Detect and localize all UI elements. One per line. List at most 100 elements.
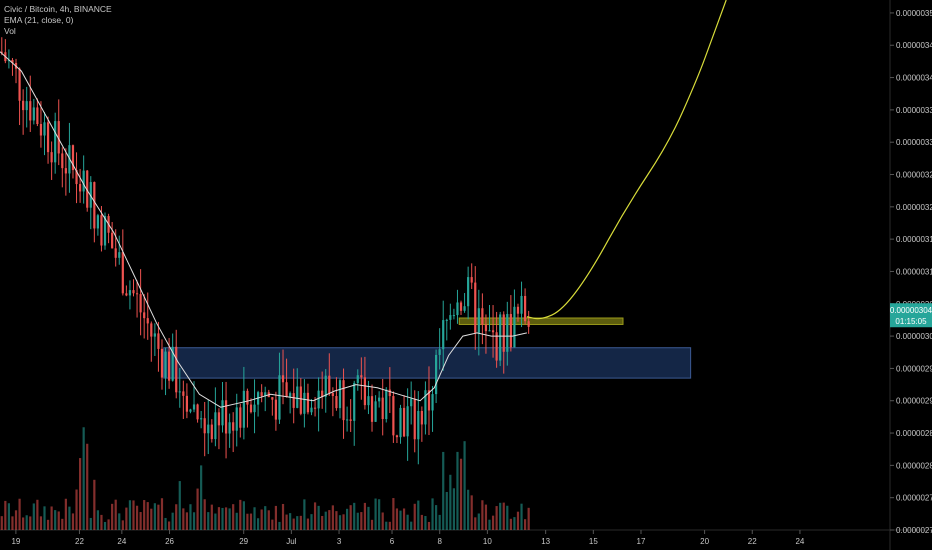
volume-bar (103, 521, 107, 530)
volume-bar (239, 499, 242, 530)
volume-bar (210, 504, 213, 530)
candle-body (96, 215, 100, 229)
volume-bar (285, 514, 288, 530)
volume-bar (289, 513, 292, 530)
volume-bar (164, 517, 167, 530)
candle-body (111, 232, 114, 249)
y-tick-label: 0.00000350 (896, 9, 932, 18)
candle-body (456, 302, 459, 316)
candle-body (331, 393, 334, 397)
candle-body (39, 124, 43, 136)
candle-body (417, 410, 420, 440)
candle-body (313, 407, 317, 409)
candle-body (189, 409, 192, 412)
x-tick-label: 22 (748, 537, 757, 546)
x-tick-label: 3 (337, 537, 342, 546)
volume-bar (82, 427, 85, 530)
volume-bar (313, 502, 317, 530)
volume-bar (207, 512, 210, 530)
candle-body (54, 121, 57, 163)
volume-bar (217, 507, 221, 530)
candle-body (260, 392, 263, 396)
candle-body (474, 282, 477, 333)
candle-body (424, 390, 427, 425)
candle-body (249, 404, 253, 413)
volume-bar (78, 458, 82, 530)
candle-body (128, 290, 132, 296)
volume-bar (39, 516, 43, 530)
volume-bar (54, 510, 57, 530)
candle-body (463, 306, 466, 311)
x-tick-label: 13 (541, 537, 550, 546)
support-zone (163, 347, 692, 379)
candle-body (338, 380, 342, 409)
candle-body (317, 390, 320, 409)
volume-bar (146, 502, 149, 530)
candle-body (395, 435, 399, 438)
volume-bar (491, 515, 495, 530)
candle-body (292, 393, 295, 408)
volume-bar (196, 488, 199, 530)
candle-body (228, 422, 231, 434)
volume-label[interactable]: Vol (4, 26, 16, 36)
symbol-label[interactable]: Civic / Bitcoin, 4h, BINANCE (4, 4, 112, 14)
candle-body (93, 182, 96, 229)
candle-body (153, 333, 156, 337)
candle-body (367, 396, 370, 406)
candle-body (402, 407, 406, 437)
candle-body (452, 315, 456, 317)
candle-body (520, 295, 523, 314)
volume-bar (235, 512, 238, 530)
volume-bar (367, 506, 370, 530)
volume-bar (296, 516, 299, 530)
volume-bar (118, 513, 121, 530)
volume-bar (264, 506, 267, 530)
candle-body (103, 216, 107, 246)
volume-bar (132, 500, 135, 530)
volume-bar (50, 506, 53, 530)
candle-body (57, 121, 60, 154)
candle-body (46, 122, 50, 153)
ema-label[interactable]: EMA (21, close, 0) (4, 15, 74, 25)
candle-body (0, 51, 3, 53)
volume-bar (424, 516, 427, 530)
candle-body (442, 320, 445, 350)
volume-bar (456, 451, 459, 530)
candle-body (200, 418, 203, 420)
volume-bar (29, 516, 32, 530)
volume-bar (249, 513, 253, 530)
candle-body (167, 351, 171, 381)
volume-bar (335, 511, 338, 530)
volume-bar (370, 519, 374, 530)
volume-bar (246, 513, 249, 530)
candle-body (278, 375, 281, 420)
candle-body (467, 277, 470, 307)
projection-curve (526, 0, 727, 320)
candle-body (18, 68, 21, 101)
candle-body (271, 397, 274, 400)
candle-body (306, 392, 310, 413)
volume-bar (417, 500, 420, 530)
volume-bar (459, 458, 463, 530)
candle-body (360, 375, 363, 378)
candle-body (449, 315, 452, 320)
volume-bar (185, 512, 189, 530)
candle-body (406, 406, 409, 437)
candle-body (100, 215, 103, 246)
candle-body (157, 333, 160, 349)
volume-bar (71, 513, 75, 530)
candle-body (121, 252, 124, 294)
volume-bar (349, 505, 352, 530)
candle-body (420, 410, 423, 425)
volume-bar (338, 515, 342, 530)
volume-bar (477, 513, 480, 530)
volume-bar (253, 507, 256, 530)
volume-bar (267, 510, 270, 530)
candle-body (164, 351, 167, 378)
